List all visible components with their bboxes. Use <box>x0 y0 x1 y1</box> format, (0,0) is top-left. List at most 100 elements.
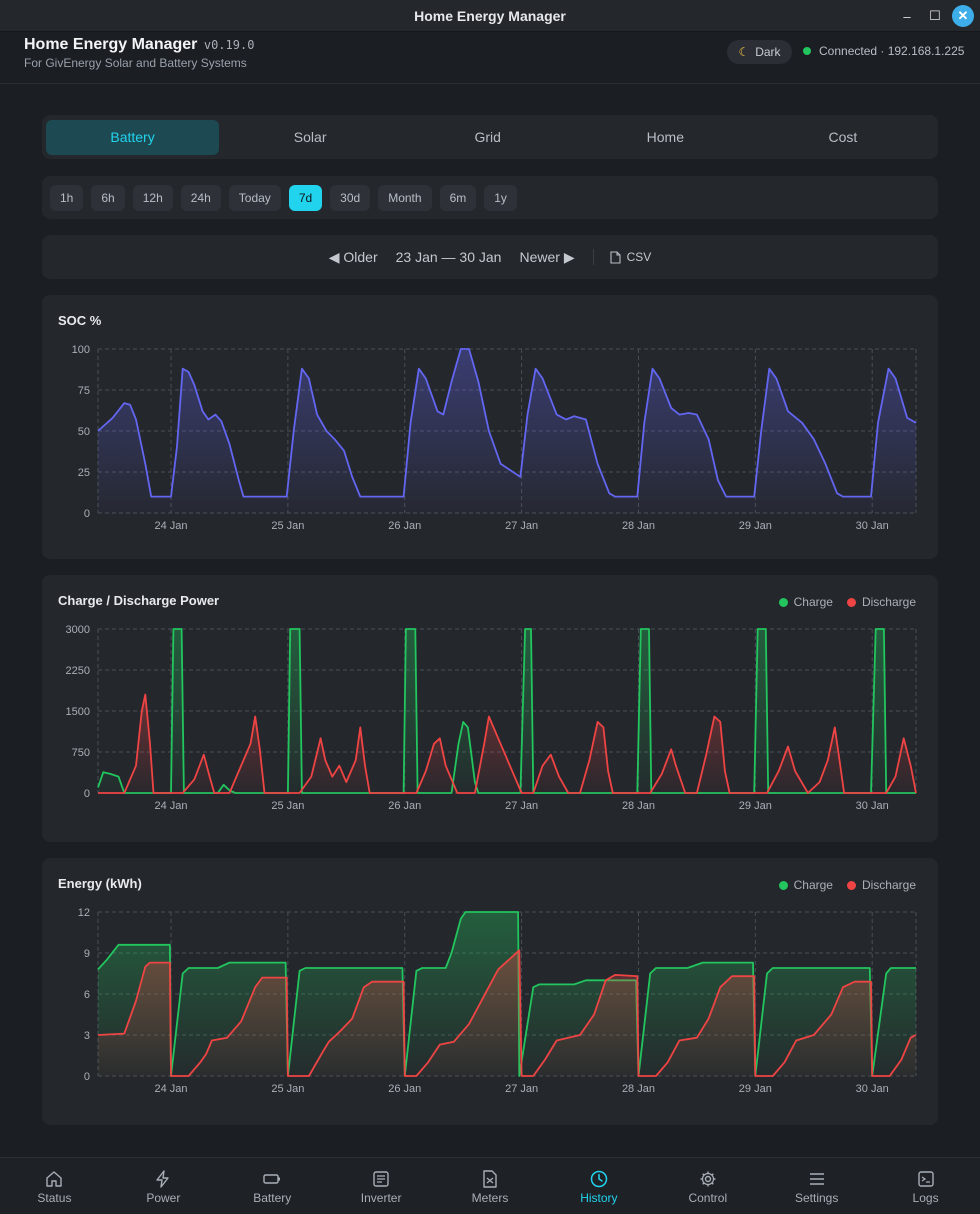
energy-chart-panel: Energy (kWh) Charge Discharge 0 3 6 9 12 24 J… <box>42 858 938 1125</box>
x-tick-label: 25 Jan <box>271 800 304 812</box>
soc-chart-panel: SOC % 0 25 50 75 100 24 Jan 25 Jan 26 Jan 27 Jan… <box>42 295 938 559</box>
tab-battery[interactable]: Battery <box>46 119 220 155</box>
range-24h-button[interactable]: 24h <box>180 184 221 211</box>
range-6h-button[interactable]: 6h <box>91 184 125 211</box>
legend-charge-label: Charge <box>793 595 833 609</box>
tab-grid[interactable]: Grid <box>474 129 501 145</box>
x-tick-label: 28 Jan <box>622 1083 655 1095</box>
soc-series-area <box>98 349 916 513</box>
legend-charge[interactable]: Charge <box>778 595 833 609</box>
inverter-icon <box>373 1170 389 1187</box>
minimize-icon[interactable]: – <box>903 8 911 24</box>
range-month-button[interactable]: Month <box>378 184 432 211</box>
theme-toggle-button[interactable]: ☾ Dark <box>727 40 792 64</box>
y-tick-label: 9 <box>84 948 90 960</box>
x-tick-label: 25 Jan <box>271 520 304 532</box>
y-tick-label: 25 <box>78 467 90 479</box>
power-chart-title: Charge / Discharge Power <box>58 593 220 608</box>
x-tick-label: 26 Jan <box>388 520 421 532</box>
meter-icon <box>483 1169 497 1188</box>
nav-history[interactable]: History <box>544 1158 653 1214</box>
x-tick-label: 29 Jan <box>739 800 772 812</box>
range-1h-button[interactable]: 1h <box>50 184 84 211</box>
y-tick-label: 50 <box>78 426 90 438</box>
clock-icon <box>590 1170 608 1187</box>
tab-cost[interactable]: Cost <box>828 129 858 145</box>
nav-battery[interactable]: Battery <box>218 1158 327 1214</box>
energy-chart-title: Energy (kWh) <box>58 876 142 891</box>
moon-icon: ☾ <box>738 45 750 59</box>
power-chart-panel: Charge / Discharge Power Charge Discharg… <box>42 575 938 842</box>
y-tick-label: 0 <box>84 788 90 800</box>
main-content: Battery Solar Grid Home Cost 1h 6h 12h 2… <box>0 85 980 1157</box>
csv-label: CSV <box>626 250 652 264</box>
older-button[interactable]: ◀ Older <box>328 248 378 265</box>
theme-label: Dark <box>755 45 781 59</box>
terminal-icon <box>917 1170 934 1187</box>
nav-logs-label: Logs <box>912 1190 939 1205</box>
x-tick-label: 24 Jan <box>155 1083 188 1095</box>
tab-home[interactable]: Home <box>646 129 684 145</box>
nav-power[interactable]: Power <box>109 1158 218 1214</box>
chart-canvas: 0 3 6 9 12 24 Jan 25 Jan 26 Jan 27 Jan 28 Jan 29 J… <box>78 907 917 1095</box>
range-selector: 1h 6h 12h 24h Today 7d 30d Month 6m 1y <box>42 176 938 219</box>
close-icon[interactable]: ✕ <box>952 5 974 27</box>
chart-canvas: 0 750 1500 2250 3000 24 Jan 25 Jan 26 Jan 27 Jan… <box>66 624 917 812</box>
x-tick-label: 30 Jan <box>856 800 889 812</box>
legend-charge[interactable]: Charge <box>778 878 833 892</box>
range-30d-button[interactable]: 30d <box>330 184 371 211</box>
discharge-series-line <box>98 693 917 794</box>
charge-series-area <box>98 629 916 793</box>
file-icon <box>610 250 621 264</box>
nav-settings[interactable]: Settings <box>762 1158 871 1214</box>
window-titlebar: Home Energy Manager – ☐ ✕ <box>0 0 980 32</box>
nav-logs[interactable]: Logs <box>871 1158 980 1214</box>
charge-series-line <box>97 911 916 1077</box>
nav-settings-label: Settings <box>795 1190 839 1205</box>
range-today-button[interactable]: Today <box>228 184 281 211</box>
legend-discharge-label: Discharge <box>861 595 916 609</box>
nav-inverter[interactable]: Inverter <box>327 1158 436 1214</box>
legend-discharge-swatch <box>846 880 856 890</box>
x-tick-label: 30 Jan <box>856 1083 889 1095</box>
x-tick-label: 27 Jan <box>505 1083 538 1095</box>
x-tick-label: 27 Jan <box>505 520 538 532</box>
tab-solar[interactable]: Solar <box>293 129 327 145</box>
discharge-series-area <box>98 950 916 1076</box>
newer-button[interactable]: Newer ▶ <box>519 248 575 265</box>
range-1y-button[interactable]: 1y <box>484 184 517 211</box>
range-7d-button[interactable]: 7d <box>288 184 323 211</box>
soc-series-line <box>97 348 917 498</box>
legend-charge-swatch <box>778 597 788 607</box>
connection-text: Connected · 192.168.1.225 <box>819 44 965 58</box>
x-tick-label: 30 Jan <box>856 520 889 532</box>
nav-power-label: Power <box>146 1190 181 1205</box>
y-tick-label: 12 <box>78 907 90 919</box>
y-tick-label: 0 <box>84 1071 90 1083</box>
nav-meters-label: Meters <box>471 1190 509 1205</box>
nav-control[interactable]: Control <box>653 1158 762 1214</box>
legend-charge-label: Charge <box>793 878 833 892</box>
range-12h-button[interactable]: 12h <box>132 184 173 211</box>
chart-canvas: 0 25 50 75 100 24 Jan 25 Jan 26 Jan 27 Jan 28 Jan… <box>72 344 917 532</box>
nav-meters[interactable]: Meters <box>436 1158 545 1214</box>
x-tick-label: 26 Jan <box>388 800 421 812</box>
date-navigator: ◀ Older 23 Jan — 30 Jan Newer ▶ CSV <box>42 235 938 279</box>
legend-discharge[interactable]: Discharge <box>846 595 916 609</box>
legend-discharge-swatch <box>846 597 856 607</box>
maximize-icon[interactable]: ☐ <box>929 8 941 23</box>
y-tick-label: 2250 <box>66 665 90 677</box>
app-title-text: Home Energy Manager <box>24 36 198 53</box>
x-tick-label: 24 Jan <box>155 520 188 532</box>
x-tick-label: 25 Jan <box>271 1083 304 1095</box>
legend-discharge-label: Discharge <box>861 878 916 892</box>
range-6m-button[interactable]: 6m <box>439 184 477 211</box>
nav-status[interactable]: Status <box>0 1158 109 1214</box>
csv-export-button[interactable]: CSV <box>610 250 652 264</box>
x-tick-label: 29 Jan <box>739 1083 772 1095</box>
y-tick-label: 75 <box>78 385 90 397</box>
y-tick-label: 1500 <box>66 706 90 718</box>
x-tick-label: 28 Jan <box>622 800 655 812</box>
legend-discharge[interactable]: Discharge <box>846 878 916 892</box>
app-version: v0.19.0 <box>203 38 255 52</box>
